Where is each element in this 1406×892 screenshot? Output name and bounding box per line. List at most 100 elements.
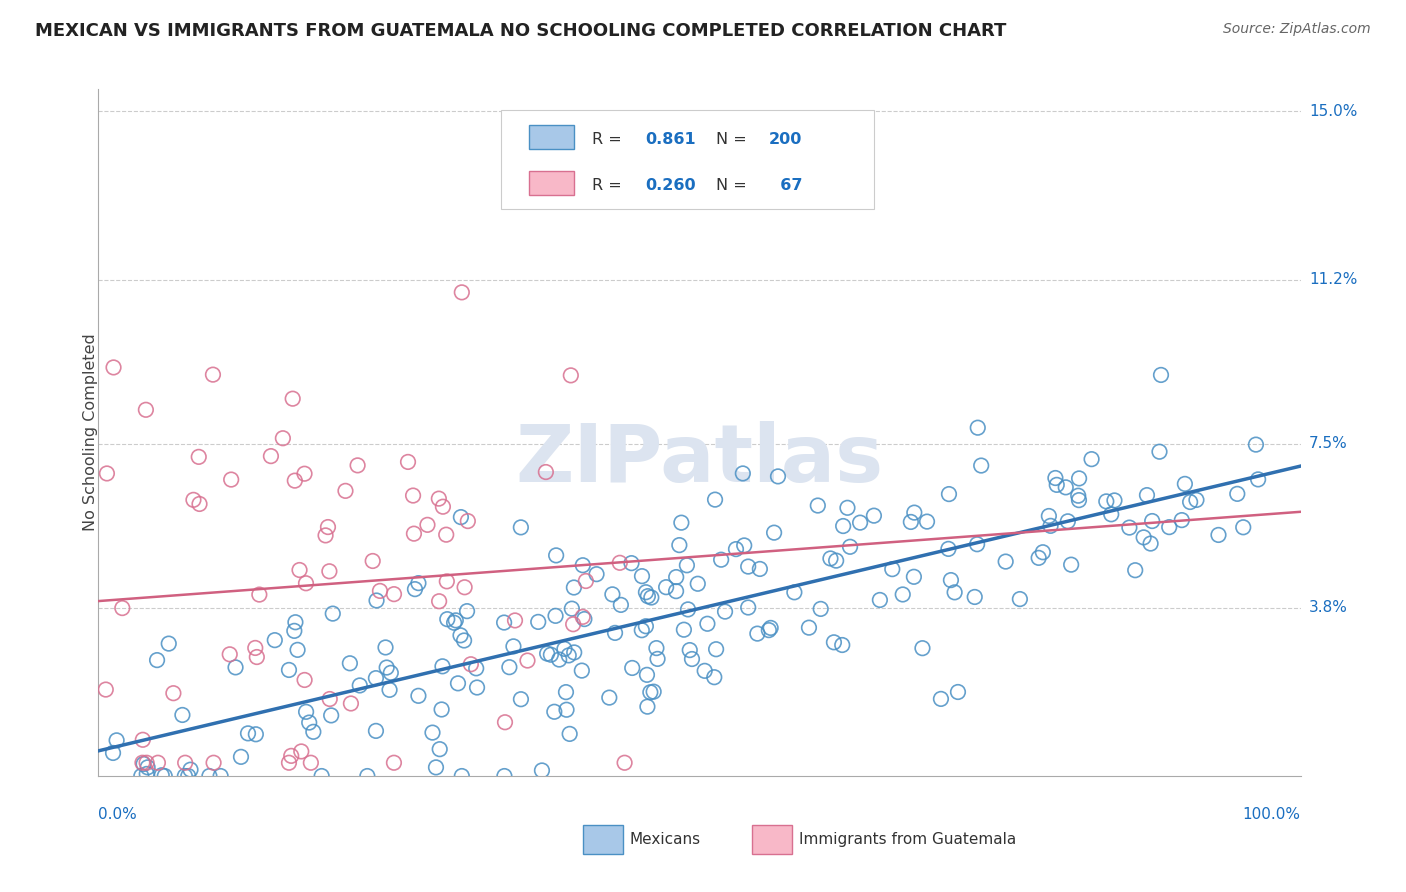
- Point: [837, 500, 859, 515]
- Bar: [529, 125, 575, 150]
- Point: [634, 619, 657, 633]
- Point: [546, 549, 568, 563]
- Point: [882, 562, 904, 576]
- Point: [177, 769, 200, 783]
- Point: [610, 598, 633, 612]
- Point: [179, 763, 201, 777]
- Point: [516, 654, 538, 668]
- Point: [135, 402, 157, 417]
- Point: [339, 657, 361, 671]
- Point: [766, 469, 789, 483]
- Point: [672, 623, 695, 637]
- Point: [679, 643, 702, 657]
- Point: [963, 590, 986, 604]
- Point: [831, 638, 853, 652]
- Point: [1149, 444, 1171, 458]
- Point: [444, 613, 467, 627]
- Point: [839, 540, 862, 554]
- Point: [1159, 520, 1181, 534]
- Point: [602, 587, 624, 601]
- Point: [219, 473, 242, 487]
- Point: [375, 660, 398, 674]
- Point: [280, 748, 302, 763]
- Point: [346, 458, 368, 473]
- Point: [1028, 550, 1050, 565]
- Text: R =: R =: [592, 132, 627, 147]
- Point: [404, 582, 426, 596]
- Point: [724, 542, 747, 557]
- Point: [146, 653, 169, 667]
- Point: [245, 640, 267, 655]
- Point: [101, 746, 124, 760]
- Point: [530, 764, 553, 778]
- Point: [636, 668, 658, 682]
- Point: [637, 589, 659, 603]
- Point: [494, 715, 516, 730]
- Point: [704, 642, 727, 657]
- Point: [562, 617, 585, 632]
- Point: [283, 624, 305, 638]
- Point: [820, 551, 842, 566]
- Point: [553, 641, 575, 656]
- Point: [1247, 472, 1270, 486]
- Point: [1032, 545, 1054, 559]
- Point: [540, 648, 562, 662]
- Point: [527, 615, 550, 629]
- Point: [1104, 493, 1126, 508]
- Point: [929, 692, 952, 706]
- Point: [966, 420, 988, 434]
- Point: [620, 556, 643, 570]
- Point: [198, 769, 221, 783]
- Point: [311, 769, 333, 783]
- Point: [1045, 471, 1067, 485]
- Point: [823, 635, 845, 649]
- Point: [284, 615, 307, 630]
- Point: [316, 520, 339, 534]
- Point: [676, 602, 699, 616]
- Point: [1067, 493, 1090, 508]
- Text: 15.0%: 15.0%: [1309, 103, 1357, 119]
- Point: [832, 519, 855, 533]
- Point: [1232, 520, 1254, 534]
- Point: [737, 600, 759, 615]
- Point: [460, 657, 482, 672]
- Point: [318, 564, 340, 578]
- Point: [863, 508, 886, 523]
- Point: [150, 768, 173, 782]
- Point: [302, 724, 325, 739]
- Point: [436, 574, 458, 589]
- Point: [281, 392, 304, 406]
- Point: [364, 671, 387, 685]
- Point: [636, 699, 658, 714]
- Point: [575, 574, 598, 588]
- Point: [676, 558, 699, 573]
- Point: [733, 538, 755, 552]
- Text: 100.0%: 100.0%: [1243, 807, 1301, 822]
- Point: [645, 641, 668, 656]
- Point: [209, 769, 232, 783]
- Point: [382, 587, 405, 601]
- Point: [640, 591, 662, 605]
- Point: [494, 615, 516, 630]
- Point: [427, 491, 450, 506]
- Point: [543, 705, 565, 719]
- Point: [1099, 508, 1122, 522]
- Point: [290, 744, 312, 758]
- Point: [643, 684, 665, 698]
- Point: [284, 474, 307, 488]
- Point: [229, 749, 252, 764]
- Point: [94, 682, 117, 697]
- Point: [146, 756, 169, 770]
- Point: [561, 601, 583, 615]
- Point: [943, 585, 966, 599]
- Point: [183, 492, 205, 507]
- Point: [807, 499, 830, 513]
- Point: [432, 659, 454, 673]
- Point: [509, 520, 531, 534]
- Point: [647, 652, 669, 666]
- Text: 3.8%: 3.8%: [1309, 600, 1348, 615]
- Point: [585, 567, 607, 582]
- Point: [1136, 488, 1159, 502]
- Point: [382, 756, 405, 770]
- Point: [1046, 478, 1069, 492]
